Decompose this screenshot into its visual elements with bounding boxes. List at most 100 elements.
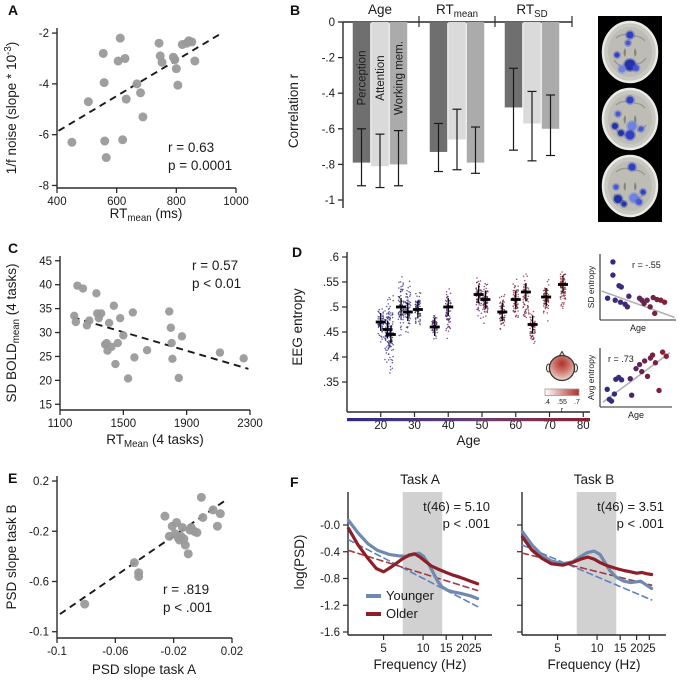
- panel-c-scatter-sd-bold-vs-rt: 1100 1500 1900 2300 45 40 35 30 25 20 15 RTMean​ (4…: [4, 256, 263, 450]
- svg-text:35: 35: [39, 304, 52, 316]
- svg-text:-0.0: -0.0: [320, 520, 340, 532]
- svg-text:PSD slope task B: PSD slope task B: [4, 504, 19, 609]
- svg-text:-0.1: -0.1: [29, 627, 49, 639]
- svg-text:800: 800: [167, 196, 186, 208]
- svg-text:Task B: Task B: [574, 472, 615, 487]
- svg-text:-1.6: -1.6: [320, 627, 340, 639]
- svg-text:.45: .45: [323, 327, 339, 339]
- panel-a-scatter-1f-noise-vs-rt: 400 600 800 1000 -2 -4 -6 -8 RTmean​ (ms) 1/f noi…: [3, 28, 249, 224]
- svg-text:.55: .55: [323, 277, 339, 289]
- panel-label-e: E: [8, 470, 18, 486]
- svg-text:0.2: 0.2: [33, 476, 49, 488]
- svg-text:Age: Age: [628, 410, 644, 420]
- svg-text:15: 15: [614, 643, 627, 655]
- svg-text:Younger: Younger: [386, 588, 435, 603]
- svg-text:-.4: -.4: [322, 88, 336, 100]
- svg-text:5: 5: [554, 643, 560, 655]
- svg-text:45: 45: [39, 256, 52, 268]
- svg-text:20: 20: [39, 375, 52, 387]
- svg-text:.55: .55: [557, 399, 567, 406]
- svg-text:1000: 1000: [223, 196, 249, 208]
- svg-text:t(46) = 3.51: t(46) = 3.51: [597, 499, 664, 514]
- svg-text:1500: 1500: [111, 418, 137, 430]
- svg-text:25: 25: [643, 643, 656, 655]
- svg-text:log(PSD): log(PSD): [292, 535, 307, 590]
- svg-text:t(46) = 5.10: t(46) = 5.10: [423, 499, 490, 514]
- svg-text:Correlation r: Correlation r: [286, 73, 301, 148]
- svg-text:Age: Age: [630, 323, 646, 333]
- svg-text:Working mem.: Working mem.: [394, 41, 406, 115]
- svg-text:EEG entropy: EEG entropy: [290, 288, 305, 366]
- svg-text:Perception: Perception: [357, 51, 369, 106]
- svg-text:0: 0: [329, 17, 335, 29]
- svg-text:30: 30: [39, 328, 52, 340]
- svg-text:-0.6: -0.6: [29, 576, 49, 588]
- svg-text:r = 0.63: r = 0.63: [168, 140, 214, 155]
- svg-text:.6: .6: [329, 252, 339, 264]
- svg-text:p < .001: p < .001: [163, 600, 212, 615]
- panel-f-psd-spectra-tasks: log(PSD)-0.0-0.4-0.8-1.2-1.65 10 15 20 25Fre…: [292, 472, 666, 672]
- svg-text:20: 20: [374, 420, 387, 432]
- svg-text:0.02: 0.02: [221, 646, 243, 658]
- svg-text:-0.4: -0.4: [320, 547, 340, 559]
- svg-text:-0.2: -0.2: [29, 526, 49, 538]
- svg-text:600: 600: [107, 196, 126, 208]
- svg-text:40: 40: [39, 280, 52, 292]
- svg-text:r = -.55: r = -.55: [632, 260, 661, 270]
- svg-text:p = 0.0001: p = 0.0001: [168, 158, 232, 173]
- svg-text:Age: Age: [456, 433, 480, 448]
- svg-text:.4: .4: [544, 399, 550, 406]
- svg-text:20: 20: [630, 643, 643, 655]
- svg-text:-0.1: -0.1: [47, 646, 67, 658]
- svg-text:RTmean​ (ms): RTmean​ (ms): [110, 206, 183, 224]
- svg-text:-1: -1: [325, 195, 335, 207]
- panel-e-scatter-psd-slopes: -0.1 -0.06 -0.02 0.02 0.2 -0.2 -0.6 -0.1 PSD slo…: [4, 476, 243, 677]
- svg-text:400: 400: [47, 196, 66, 208]
- svg-text:SD entropy: SD entropy: [586, 265, 596, 308]
- svg-text:60: 60: [509, 420, 522, 432]
- svg-text:PSD slope task A: PSD slope task A: [92, 662, 196, 677]
- svg-text:Avg entropy: Avg entropy: [586, 354, 596, 400]
- svg-text:25: 25: [469, 643, 482, 655]
- panel-label-c: C: [8, 240, 19, 256]
- svg-text:50: 50: [476, 420, 489, 432]
- svg-text:-.8: -.8: [322, 159, 335, 171]
- svg-text:Older: Older: [386, 606, 418, 621]
- svg-text:-4: -4: [39, 79, 50, 91]
- svg-text:15: 15: [39, 399, 52, 411]
- svg-text:40: 40: [442, 420, 455, 432]
- svg-text:Frequency (Hz): Frequency (Hz): [373, 657, 466, 672]
- svg-text:Task A: Task A: [400, 472, 440, 487]
- svg-text:RTSD​: RTSD​: [516, 2, 547, 20]
- svg-text:70: 70: [543, 420, 556, 432]
- svg-text:-0.8: -0.8: [320, 574, 340, 586]
- svg-text:SD BOLDmean​ (4 tasks): SD BOLDmean​ (4 tasks): [4, 263, 22, 402]
- svg-text:10: 10: [417, 643, 430, 655]
- svg-text:r: r: [561, 407, 564, 414]
- svg-text:-2: -2: [39, 28, 49, 40]
- svg-text:.4: .4: [329, 352, 339, 364]
- svg-text:15: 15: [440, 643, 453, 655]
- panel-b-bar-correlations-and-brain-slices: 0 -.2 -.4 -.6 -.8 -1 Correlation r Age Perceptio…: [286, 2, 662, 222]
- svg-text:-.2: -.2: [322, 53, 335, 65]
- panel-label-d: D: [292, 244, 303, 260]
- svg-text:-6: -6: [39, 130, 49, 142]
- svg-text:RTMean​ (4 tasks): RTMean​ (4 tasks): [106, 432, 204, 450]
- svg-text:-1.2: -1.2: [320, 600, 340, 612]
- svg-text:1100: 1100: [48, 418, 73, 430]
- svg-text:p < .001: p < .001: [443, 516, 490, 531]
- svg-text:p < .001: p < .001: [617, 516, 664, 531]
- svg-text:10: 10: [591, 643, 604, 655]
- svg-text:-0.02: -0.02: [161, 646, 187, 658]
- svg-text:2300: 2300: [237, 418, 263, 430]
- svg-text:-0.06: -0.06: [102, 646, 128, 658]
- svg-text:80: 80: [577, 420, 590, 432]
- svg-text:25: 25: [39, 351, 52, 363]
- svg-text:p < 0.01: p < 0.01: [192, 276, 241, 291]
- svg-text:5: 5: [380, 643, 386, 655]
- svg-text:r = 0.57: r = 0.57: [192, 258, 238, 273]
- panel-label-f: F: [290, 474, 299, 490]
- svg-text:RTmean​: RTmean​: [436, 2, 478, 20]
- svg-text:Attention: Attention: [375, 55, 387, 100]
